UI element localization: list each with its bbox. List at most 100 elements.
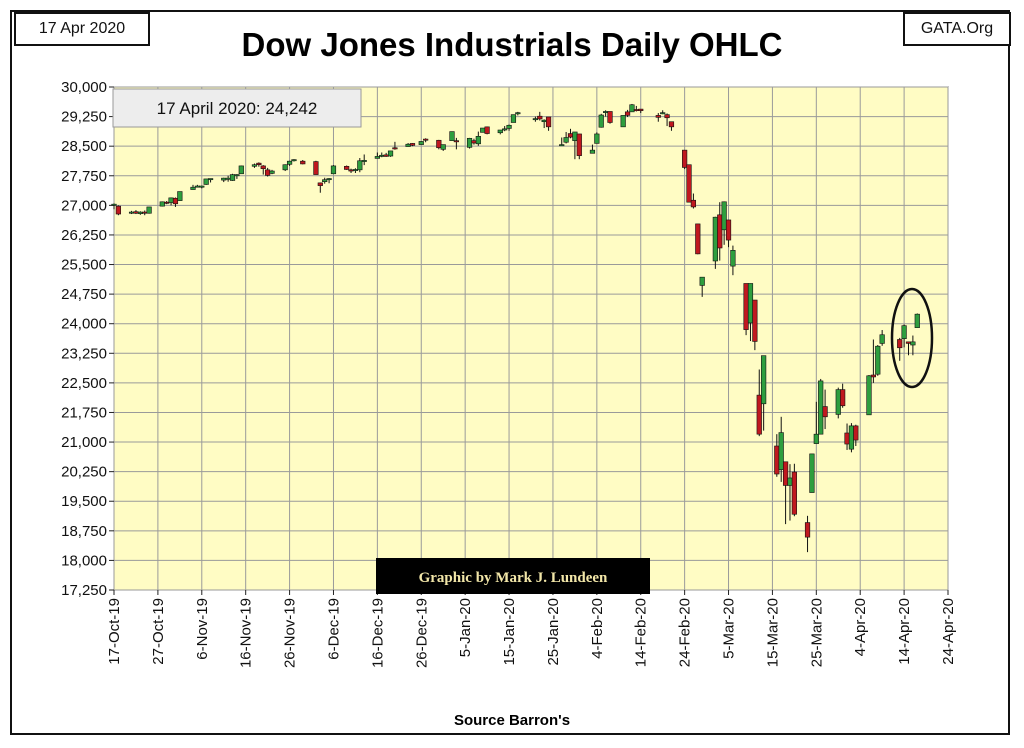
ohlc-candle (234, 174, 240, 179)
candle-body (664, 114, 670, 119)
x-tick-label: 27-Oct-19 (150, 598, 167, 665)
ohlc-candle (638, 108, 644, 114)
candle-body (471, 140, 477, 144)
candle-body (317, 182, 323, 186)
ohlc-candle (282, 164, 288, 172)
ohlc-candle (897, 337, 903, 361)
candle-body (344, 165, 350, 170)
ohlc-candle (313, 160, 319, 175)
y-tick-label: 23,250 (61, 345, 107, 362)
x-tick-label: 15-Jan-20 (501, 598, 518, 666)
y-tick-label: 22,500 (61, 375, 107, 392)
ohlc-candle (629, 103, 635, 113)
candle-body (822, 406, 828, 418)
candle-body (234, 174, 240, 177)
ohlc-candle (515, 111, 521, 116)
candle-body (269, 170, 275, 174)
candle-body (357, 160, 363, 171)
candle-body (146, 206, 152, 214)
ohlc-candle (449, 131, 455, 141)
candle-body (142, 211, 148, 214)
candle-body (743, 283, 749, 330)
candle-body (256, 162, 262, 166)
ohlc-candle (475, 131, 481, 146)
ohlc-candle (910, 335, 916, 356)
ohlc-candle (879, 330, 885, 346)
chart-title: Dow Jones Industrials Daily OHLC (241, 26, 783, 63)
candle-body (260, 165, 266, 169)
candle-body (594, 133, 600, 144)
ohlc-candle (761, 355, 767, 431)
ohlc-candle (357, 158, 363, 173)
candlestick-series (111, 103, 920, 553)
ohlc-candle (229, 173, 236, 181)
candle-body (813, 433, 819, 444)
candle-body (589, 149, 596, 154)
ohlc-candle (725, 219, 732, 248)
ohlc-candle (607, 111, 613, 124)
ohlc-candle (207, 178, 214, 183)
ohlc-candle (589, 144, 596, 154)
candle-body (251, 164, 258, 167)
ohlc-candle (866, 374, 872, 416)
candle-body (633, 109, 639, 111)
candle-body (291, 159, 297, 162)
ohlc-candle (791, 463, 797, 517)
candle-body (128, 211, 135, 214)
candle-body (286, 160, 293, 165)
ohlc-candle (840, 383, 846, 408)
x-tick-label: 25-Mar-20 (808, 598, 825, 667)
y-tick-label: 18,000 (61, 552, 107, 569)
candle-body (721, 201, 727, 231)
ohlc-candle (199, 185, 205, 189)
ohlc-candle (466, 137, 473, 149)
candle-body (229, 174, 236, 181)
candle-body (133, 211, 139, 214)
candle-body (914, 313, 920, 328)
candle-body (699, 276, 705, 286)
candle-body (848, 425, 855, 450)
price-annotation-text: 17 April 2020: 24,242 (157, 99, 318, 118)
candle-body (203, 178, 209, 185)
ohlc-candle (115, 205, 121, 216)
candle-body (172, 197, 179, 205)
y-axis: 17,250 18,000 18,750 19,500 20,250 21,000 21,7… (61, 79, 114, 599)
candle-body (875, 345, 881, 375)
x-tick-label: 4-Feb-20 (589, 598, 606, 659)
ohlc-candle (392, 141, 398, 150)
candle-body (695, 223, 701, 255)
ohlc-candle (409, 143, 416, 147)
candle-body (418, 141, 424, 145)
ohlc-candle (484, 126, 490, 135)
ohlc-candle (480, 127, 486, 133)
y-tick-label: 21,750 (61, 404, 107, 421)
x-tick-label: 16-Nov-19 (238, 598, 255, 668)
ohlc-candle (682, 149, 688, 170)
candle-body (545, 116, 552, 128)
y-tick-label: 21,000 (61, 434, 107, 451)
x-tick-label: 24-Feb-20 (677, 598, 694, 667)
candle-body (747, 283, 754, 324)
candle-body (791, 471, 797, 515)
candle-body (436, 139, 442, 149)
candle-body (629, 104, 635, 113)
y-tick-label: 30,000 (61, 79, 107, 96)
y-tick-label: 24,000 (61, 316, 107, 333)
ohlc-candle (260, 165, 266, 175)
candle-body (598, 114, 604, 128)
ohlc-candle (203, 178, 209, 185)
candle-body (686, 164, 692, 203)
candle-body (541, 119, 547, 123)
candle-body (567, 133, 574, 138)
candle-body (379, 154, 385, 157)
date-label: 17 Apr 2020 (14, 12, 150, 46)
candle-body (866, 375, 872, 416)
candle-body (840, 389, 846, 407)
ohlc-candle (111, 203, 117, 210)
candle-body (515, 112, 521, 115)
candle-body (752, 299, 758, 342)
candle-body (761, 355, 767, 405)
candle-body (532, 118, 538, 121)
candle-body (844, 432, 850, 445)
ohlc-candle (251, 163, 258, 168)
